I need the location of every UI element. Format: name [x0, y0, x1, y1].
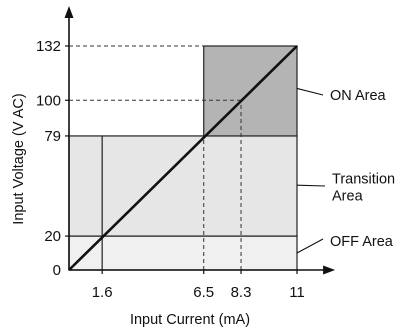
annotation-leader-line	[296, 184, 326, 187]
region-transition-area	[68, 135, 298, 237]
ticks-layer: 0 20 79 100 132 1.6 6.5 8.3 11	[36, 38, 305, 301]
y-tick-label: 79	[44, 128, 61, 145]
y-tick-label: 100	[36, 92, 61, 109]
annotation-label: Transition	[332, 172, 395, 188]
x-axis-arrow-icon	[323, 265, 336, 275]
x-tick-label: 1.6	[92, 284, 113, 301]
axes-layer	[64, 5, 336, 275]
region-off-area	[68, 235, 298, 271]
y-axis-arrow-icon	[64, 5, 74, 18]
annotation-leader-line	[296, 238, 324, 254]
y-tick-label: 132	[36, 38, 61, 55]
x-tick-label: 8.3	[231, 284, 252, 301]
annotation-label: Area	[332, 189, 364, 205]
x-tick-label: 11	[289, 284, 305, 301]
x-axis-title: Input Current (mA)	[130, 312, 250, 328]
y-tick-label: 20	[44, 228, 61, 245]
characteristic-line	[68, 45, 298, 271]
annotation-label: ON Area	[330, 88, 387, 104]
guides-layer	[69, 45, 242, 270]
y-tick-label: 0	[53, 262, 61, 279]
annotation-leader-line	[296, 87, 324, 96]
x-tick-label: 6.5	[193, 284, 214, 301]
y-axis-title: Input Voltage (V AC)	[11, 93, 27, 224]
annotation-label: OFF Area	[330, 234, 394, 250]
line-layer	[68, 45, 298, 271]
